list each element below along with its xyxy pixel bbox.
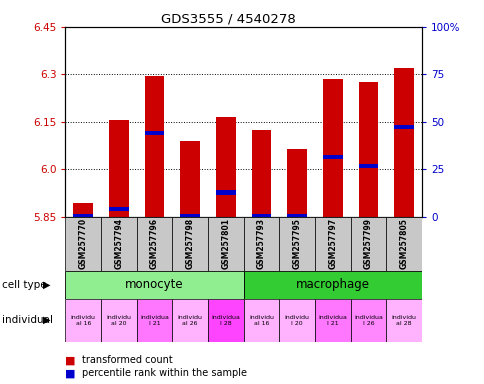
Text: ▶: ▶ (43, 280, 50, 290)
Text: GSM257797: GSM257797 (328, 218, 337, 270)
Bar (385, 299, 421, 342)
Text: ▶: ▶ (43, 315, 50, 325)
Bar (350, 217, 385, 271)
Bar (180, 141, 199, 217)
Text: GSM257796: GSM257796 (150, 218, 159, 269)
Bar (145, 131, 164, 135)
Bar (287, 149, 306, 217)
Text: individu
al 16: individu al 16 (248, 315, 273, 326)
Bar (101, 217, 136, 271)
Text: monocyte: monocyte (125, 278, 183, 291)
Bar (314, 299, 350, 342)
Text: GSM257794: GSM257794 (114, 218, 123, 269)
Text: individual: individual (2, 315, 53, 325)
Bar (243, 299, 279, 342)
Text: ■: ■ (65, 355, 76, 365)
Bar (216, 190, 235, 195)
Bar (74, 214, 93, 218)
Text: individu
al 28: individu al 28 (391, 315, 416, 326)
Bar (385, 217, 421, 271)
Bar (208, 217, 243, 271)
Text: GSM257799: GSM257799 (363, 218, 372, 269)
Bar (172, 299, 208, 342)
Text: individu
l 20: individu l 20 (284, 315, 309, 326)
Text: macrophage: macrophage (295, 278, 369, 291)
Bar (101, 299, 136, 342)
Text: GSM257801: GSM257801 (221, 218, 230, 269)
Text: individua
l 28: individua l 28 (211, 315, 240, 326)
Bar (136, 217, 172, 271)
Text: individu
al 16: individu al 16 (71, 315, 96, 326)
Text: transformed count: transformed count (82, 355, 173, 365)
Bar (65, 217, 101, 271)
Text: cell type: cell type (2, 280, 47, 290)
Bar (65, 299, 101, 342)
Bar (109, 207, 128, 211)
Bar (216, 117, 235, 217)
Text: individua
l 26: individua l 26 (353, 315, 382, 326)
Bar (322, 155, 342, 159)
Text: GSM257798: GSM257798 (185, 218, 195, 270)
Text: ■: ■ (65, 368, 76, 378)
Bar (358, 82, 378, 217)
Bar (322, 79, 342, 217)
Bar (65, 271, 243, 299)
Bar (251, 214, 271, 218)
Bar (279, 299, 314, 342)
Bar (251, 130, 271, 217)
Bar (74, 203, 93, 217)
Text: individu
al 20: individu al 20 (106, 315, 131, 326)
Text: GSM257793: GSM257793 (257, 218, 266, 269)
Bar (208, 299, 243, 342)
Text: individua
l 21: individua l 21 (140, 315, 169, 326)
Text: GDS3555 / 4540278: GDS3555 / 4540278 (160, 12, 295, 25)
Bar (314, 217, 350, 271)
Bar (145, 76, 164, 217)
Bar (287, 214, 306, 218)
Text: percentile rank within the sample: percentile rank within the sample (82, 368, 247, 378)
Bar (136, 299, 172, 342)
Bar (243, 217, 279, 271)
Bar (109, 120, 128, 217)
Bar (393, 68, 413, 217)
Text: individu
al 26: individu al 26 (177, 315, 202, 326)
Bar (172, 217, 208, 271)
Text: GSM257805: GSM257805 (399, 218, 408, 269)
Bar (180, 214, 199, 218)
Text: individua
l 21: individua l 21 (318, 315, 347, 326)
Bar (358, 164, 378, 168)
Text: GSM257795: GSM257795 (292, 218, 301, 269)
Bar (279, 217, 314, 271)
Bar (393, 124, 413, 129)
Text: GSM257770: GSM257770 (78, 218, 88, 270)
Bar (350, 299, 385, 342)
Bar (243, 271, 421, 299)
